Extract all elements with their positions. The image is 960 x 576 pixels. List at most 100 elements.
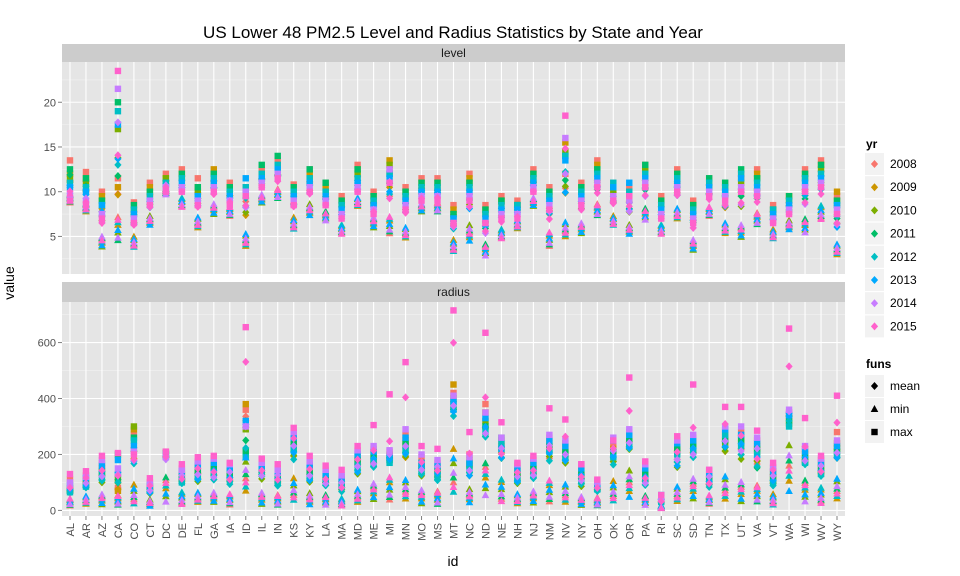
point-max-ID-2013 xyxy=(242,417,249,425)
point-mean-OH-2015 xyxy=(593,189,601,198)
point-max-CO-2013 xyxy=(130,210,138,218)
point-min-SC-2013 xyxy=(673,204,682,212)
x-axis-label: id xyxy=(448,553,459,569)
point-min-KY-2013 xyxy=(305,211,314,219)
point-max-VA-2015 xyxy=(753,427,761,434)
point-min-NE-2013 xyxy=(497,482,506,490)
point-max-IL-2015 xyxy=(258,455,265,462)
point-max-ID-2013 xyxy=(242,175,249,182)
point-max-NM-2013 xyxy=(546,197,553,204)
point-max-WY-2009 xyxy=(833,188,841,195)
point-mean-NJ-2014 xyxy=(529,471,537,480)
point-max-SC-2012 xyxy=(674,175,681,182)
point-min-UT-2015 xyxy=(737,225,745,233)
point-max-TN-2012 xyxy=(705,179,713,186)
point-mean-MT-2013 xyxy=(449,407,458,416)
point-max-MN-2008 xyxy=(402,184,409,191)
point-min-DE-2013 xyxy=(178,492,186,500)
point-min-NV-2015 xyxy=(561,228,570,236)
point-min-WA-2011 xyxy=(785,456,793,464)
point-max-NV-2013 xyxy=(562,157,569,164)
point-min-MI-2014 xyxy=(385,490,394,498)
point-max-OR-2013 xyxy=(626,431,633,439)
point-mean-NV-2014 xyxy=(561,450,569,459)
x-tick-label: IL xyxy=(257,523,269,532)
point-min-SC-2014 xyxy=(673,208,682,216)
point-mean-CA-2015 xyxy=(114,151,122,160)
point-mean-FL-2013 xyxy=(194,475,202,484)
point-mean-IL-2015 xyxy=(258,466,266,475)
point-max-WY-2008 xyxy=(833,192,841,200)
point-min-ID-2011 xyxy=(241,470,250,478)
point-min-TX-2013 xyxy=(721,219,729,227)
point-max-ND-2015 xyxy=(482,219,489,227)
x-tick-label: MT xyxy=(449,523,461,539)
point-max-IA-2008 xyxy=(226,179,233,186)
point-max-OH-2008 xyxy=(594,157,601,164)
point-min-WA-2008 xyxy=(785,461,793,469)
point-min-OR-2015 xyxy=(625,481,634,489)
point-max-MI-2014 xyxy=(386,166,393,173)
x-tick-label: NV xyxy=(560,522,572,538)
point-max-LA-2015 xyxy=(322,201,329,209)
point-mean-MI-2009 xyxy=(385,183,394,192)
point-max-NJ-2015 xyxy=(530,452,537,460)
point-min-OK-2015 xyxy=(609,494,618,502)
point-max-IL-2014 xyxy=(258,459,265,467)
point-max-WV-2015 xyxy=(817,452,825,460)
point-min-PA-2015 xyxy=(641,493,650,501)
point-max-MD-2011 xyxy=(354,166,361,173)
point-min-WV-2015 xyxy=(817,498,825,506)
point-mean-AR-2015 xyxy=(82,473,90,482)
point-min-CO-2009 xyxy=(130,480,138,488)
point-mean-WI-2015 xyxy=(801,198,809,207)
point-min-ND-2011 xyxy=(481,459,490,467)
point-max-WA-2011 xyxy=(785,192,793,200)
point-max-MD-2013 xyxy=(354,451,361,458)
point-max-CO-2012 xyxy=(130,437,138,444)
point-max-MI-2014 xyxy=(386,447,393,454)
point-max-AZ-2009 xyxy=(98,192,106,200)
point-max-AZ-2014 xyxy=(98,210,106,218)
point-min-MT-2011 xyxy=(449,473,458,481)
point-max-NM-2015 xyxy=(546,405,553,412)
point-mean-MN-2014 xyxy=(401,442,410,451)
point-max-IL-2015 xyxy=(258,184,265,191)
point-max-NV-2015 xyxy=(562,112,569,119)
point-min-VA-2014 xyxy=(753,218,761,226)
point-min-OK-2013 xyxy=(609,481,618,489)
point-max-ME-2014 xyxy=(370,442,377,450)
point-max-WA-2014 xyxy=(785,206,793,213)
point-min-WY-2014 xyxy=(833,244,841,252)
point-min-IL-2013 xyxy=(257,498,266,506)
legend-funs-label: mean xyxy=(890,379,920,393)
y-tick-label: 5 xyxy=(50,231,56,243)
point-max-KY-2015 xyxy=(306,188,313,195)
point-min-WV-2014 xyxy=(817,493,825,501)
point-max-CO-2014 xyxy=(130,215,138,222)
point-min-KS-2015 xyxy=(289,493,298,501)
facet-strip-label: level xyxy=(441,46,466,60)
point-mean-OR-2014 xyxy=(625,438,633,447)
point-max-OK-2014 xyxy=(610,192,617,200)
point-max-UT-2015 xyxy=(737,403,745,411)
x-tick-label: OR xyxy=(624,523,636,540)
point-max-MD-2010 xyxy=(354,170,361,178)
point-mean-CA-2015 xyxy=(114,471,122,480)
point-max-AR-2012 xyxy=(82,184,90,191)
point-mean-ND-2013 xyxy=(481,423,490,432)
point-min-AZ-2014 xyxy=(98,490,106,498)
point-min-GA-2015 xyxy=(210,492,218,500)
point-max-KS-2012 xyxy=(290,188,297,195)
facet-panels: level 5 10 15 20 radius 0 200 400 600 xyxy=(38,44,845,517)
point-min-CO-2014 xyxy=(130,491,138,499)
point-max-SC-2014 xyxy=(674,437,681,444)
point-max-ID-2008 xyxy=(242,406,249,413)
point-max-MI-2009 xyxy=(386,157,393,164)
point-max-WA-2013 xyxy=(785,201,793,209)
point-max-OR-2015 xyxy=(626,192,633,200)
point-max-MA-2013 xyxy=(338,206,345,213)
point-min-ND-2015 xyxy=(481,466,490,474)
point-min-NC-2015 xyxy=(465,229,474,237)
point-mean-NM-2013 xyxy=(545,449,553,458)
